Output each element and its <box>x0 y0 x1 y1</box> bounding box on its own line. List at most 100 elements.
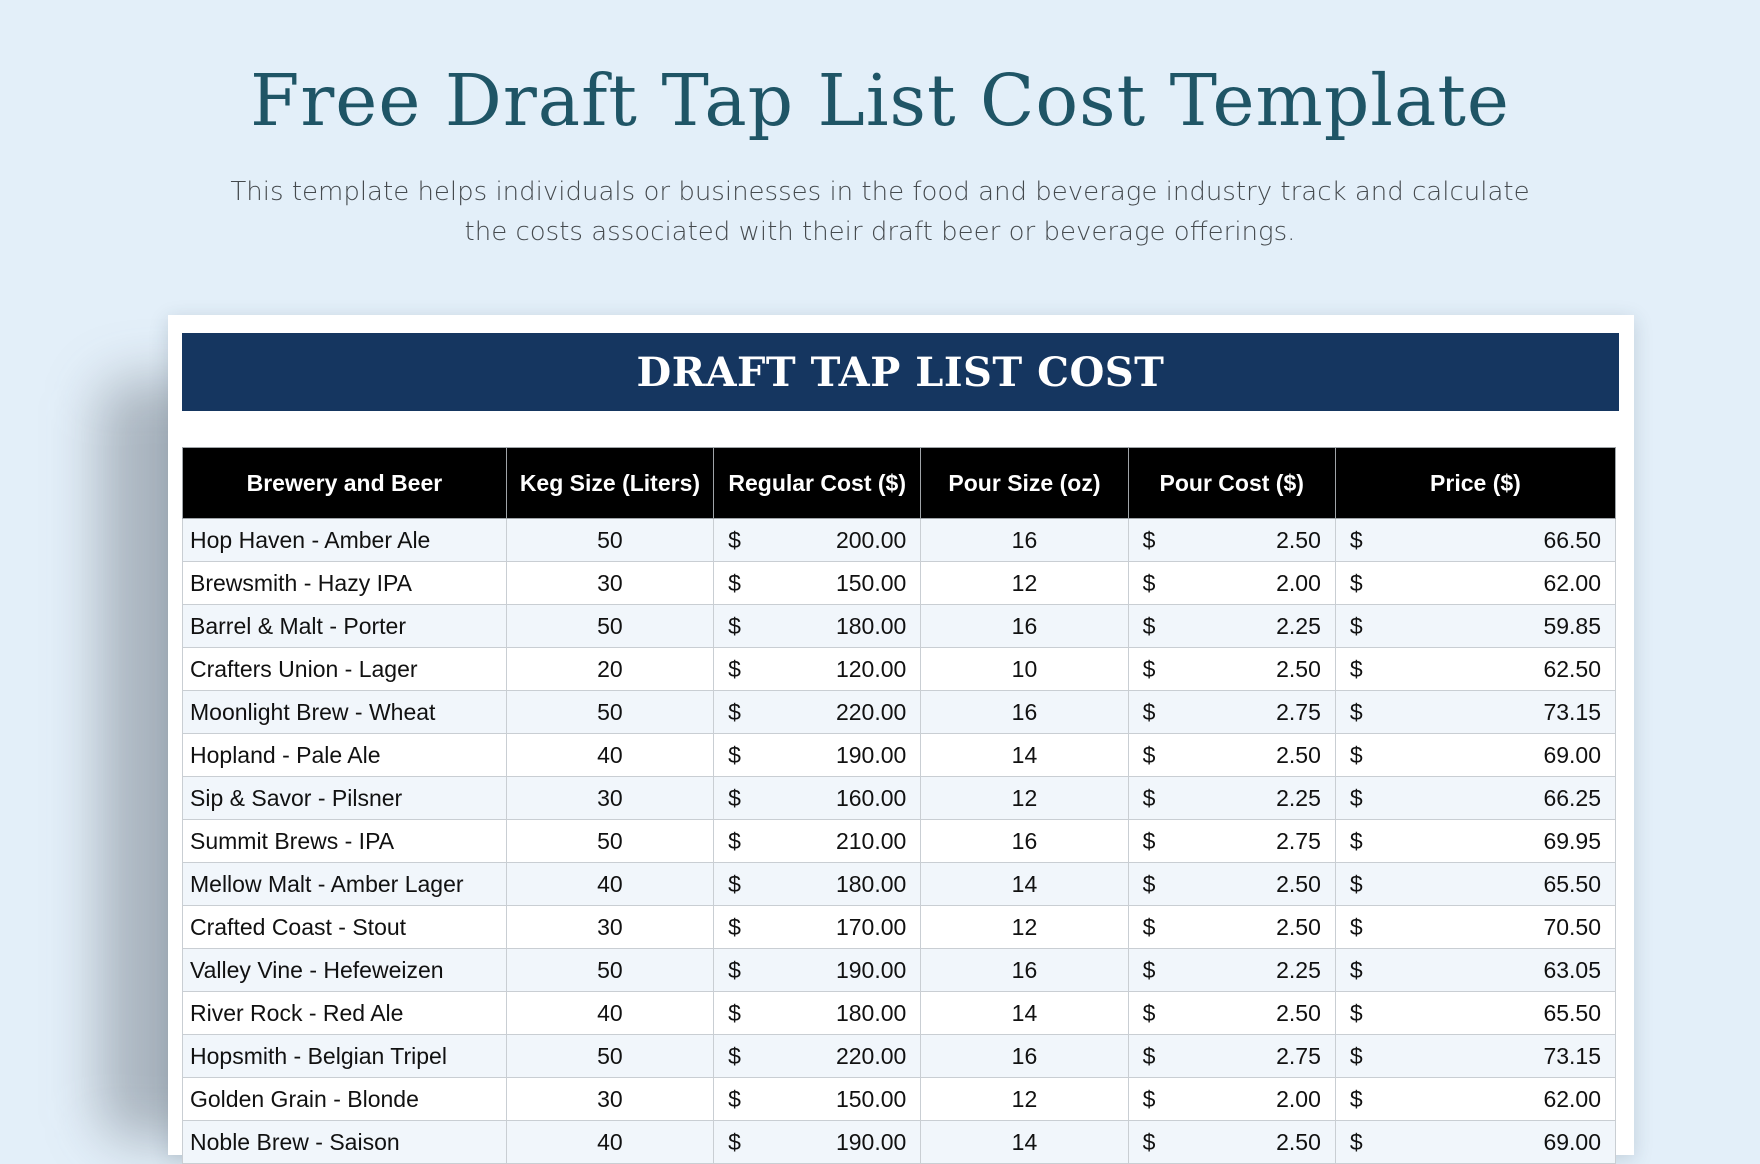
cell-pour-cost[interactable]: $2.50 <box>1127 733 1336 777</box>
cell-keg-size[interactable]: 30 <box>505 905 715 949</box>
cell-brewery-beer[interactable]: Hopsmith - Belgian Tripel <box>182 1034 507 1078</box>
cell-pour-size[interactable]: 14 <box>920 733 1129 777</box>
cell-pour-cost[interactable]: $2.75 <box>1127 690 1336 734</box>
cell-pour-cost[interactable]: $2.50 <box>1127 991 1336 1035</box>
cell-brewery-beer[interactable]: Sip & Savor - Pilsner <box>182 776 507 820</box>
cell-regular-cost[interactable]: $210.00 <box>713 819 922 863</box>
cell-brewery-beer[interactable]: Golden Grain - Blonde <box>182 1077 507 1121</box>
cell-price[interactable]: $69.00 <box>1334 733 1617 777</box>
cell-price[interactable]: $66.50 <box>1334 518 1617 562</box>
cell-pour-cost[interactable]: $2.25 <box>1127 948 1336 992</box>
cell-pour-size[interactable]: 16 <box>920 690 1129 734</box>
cell-pour-size[interactable]: 16 <box>920 819 1129 863</box>
cell-keg-size[interactable]: 50 <box>505 518 715 562</box>
cell-price[interactable]: $69.00 <box>1334 1120 1617 1164</box>
cell-price[interactable]: $73.15 <box>1334 1034 1617 1078</box>
cell-regular-cost[interactable]: $190.00 <box>713 733 922 777</box>
cell-price[interactable]: $69.95 <box>1334 819 1617 863</box>
cell-brewery-beer[interactable]: Hopland - Pale Ale <box>182 733 507 777</box>
cell-brewery-beer[interactable]: Moonlight Brew - Wheat <box>182 690 507 734</box>
cell-regular-cost[interactable]: $150.00 <box>713 1077 922 1121</box>
cell-price[interactable]: $63.05 <box>1334 948 1617 992</box>
cell-price[interactable]: $65.50 <box>1334 862 1617 906</box>
cell-regular-cost[interactable]: $170.00 <box>713 905 922 949</box>
cell-pour-size[interactable]: 14 <box>920 991 1129 1035</box>
cell-keg-size[interactable]: 30 <box>505 776 715 820</box>
cell-pour-cost[interactable]: $2.75 <box>1127 1034 1336 1078</box>
cell-brewery-beer[interactable]: Hop Haven - Amber Ale <box>182 518 507 562</box>
cell-pour-cost[interactable]: $2.50 <box>1127 518 1336 562</box>
column-header-pour-size[interactable]: Pour Size (oz) <box>920 447 1129 519</box>
cell-keg-size[interactable]: 40 <box>505 862 715 906</box>
cell-price[interactable]: $70.50 <box>1334 905 1617 949</box>
cell-price[interactable]: $66.25 <box>1334 776 1617 820</box>
cell-pour-size[interactable]: 12 <box>920 776 1129 820</box>
cell-regular-cost[interactable]: $180.00 <box>713 991 922 1035</box>
column-header-keg-size[interactable]: Keg Size (Liters) <box>505 447 715 519</box>
cell-keg-size[interactable]: 40 <box>505 733 715 777</box>
cell-brewery-beer[interactable]: Barrel & Malt - Porter <box>182 604 507 648</box>
cell-regular-cost[interactable]: $180.00 <box>713 604 922 648</box>
cell-regular-cost[interactable]: $190.00 <box>713 948 922 992</box>
cell-price[interactable]: $62.50 <box>1334 647 1617 691</box>
cell-brewery-beer[interactable]: Noble Brew - Saison <box>182 1120 507 1164</box>
cell-pour-cost[interactable]: $2.50 <box>1127 1120 1336 1164</box>
cell-pour-size[interactable]: 16 <box>920 948 1129 992</box>
cell-pour-size[interactable]: 12 <box>920 561 1129 605</box>
cell-brewery-beer[interactable]: Brewsmith - Hazy IPA <box>182 561 507 605</box>
cell-keg-size[interactable]: 50 <box>505 948 715 992</box>
cell-pour-size[interactable]: 12 <box>920 1077 1129 1121</box>
cell-brewery-beer[interactable]: Summit Brews - IPA <box>182 819 507 863</box>
cell-regular-cost[interactable]: $160.00 <box>713 776 922 820</box>
currency-symbol: $ <box>728 526 741 553</box>
cell-keg-size[interactable]: 30 <box>505 1077 715 1121</box>
cell-brewery-beer[interactable]: Valley Vine - Hefeweizen <box>182 948 507 992</box>
cell-brewery-beer[interactable]: Crafted Coast - Stout <box>182 905 507 949</box>
cell-pour-cost-value: 2.75 <box>1276 827 1321 854</box>
column-header-price[interactable]: Price ($) <box>1334 447 1617 519</box>
cell-pour-cost[interactable]: $2.50 <box>1127 647 1336 691</box>
cell-keg-size[interactable]: 20 <box>505 647 715 691</box>
cell-pour-cost[interactable]: $2.50 <box>1127 905 1336 949</box>
cell-regular-cost[interactable]: $180.00 <box>713 862 922 906</box>
cell-regular-cost[interactable]: $220.00 <box>713 1034 922 1078</box>
cell-regular-cost[interactable]: $220.00 <box>713 690 922 734</box>
cell-price[interactable]: $62.00 <box>1334 561 1617 605</box>
column-header-brewery-beer[interactable]: Brewery and Beer <box>182 447 507 519</box>
cell-price-value: 63.05 <box>1543 956 1601 983</box>
cell-keg-size[interactable]: 40 <box>505 991 715 1035</box>
cell-regular-cost[interactable]: $190.00 <box>713 1120 922 1164</box>
cell-brewery-beer[interactable]: River Rock - Red Ale <box>182 991 507 1035</box>
cell-regular-cost[interactable]: $200.00 <box>713 518 922 562</box>
cell-price[interactable]: $65.50 <box>1334 991 1617 1035</box>
cell-pour-size[interactable]: 12 <box>920 905 1129 949</box>
cell-pour-size[interactable]: 14 <box>920 1120 1129 1164</box>
cell-pour-cost[interactable]: $2.25 <box>1127 776 1336 820</box>
cell-pour-size[interactable]: 16 <box>920 518 1129 562</box>
cell-keg-size[interactable]: 50 <box>505 604 715 648</box>
cell-pour-cost[interactable]: $2.25 <box>1127 604 1336 648</box>
column-header-pour-cost[interactable]: Pour Cost ($) <box>1127 447 1336 519</box>
currency-symbol: $ <box>1142 526 1156 553</box>
cell-keg-size[interactable]: 50 <box>505 819 715 863</box>
cell-keg-size[interactable]: 50 <box>505 690 715 734</box>
cell-brewery-beer[interactable]: Mellow Malt - Amber Lager <box>182 862 507 906</box>
cell-brewery-beer[interactable]: Crafters Union - Lager <box>182 647 507 691</box>
cell-pour-cost[interactable]: $2.00 <box>1127 1077 1336 1121</box>
cell-pour-cost[interactable]: $2.00 <box>1127 561 1336 605</box>
cell-regular-cost[interactable]: $150.00 <box>713 561 922 605</box>
cell-price[interactable]: $73.15 <box>1334 690 1617 734</box>
cell-pour-cost[interactable]: $2.75 <box>1127 819 1336 863</box>
cell-pour-size[interactable]: 14 <box>920 862 1129 906</box>
cell-pour-size[interactable]: 16 <box>920 604 1129 648</box>
cell-keg-size[interactable]: 50 <box>505 1034 715 1078</box>
cell-pour-cost[interactable]: $2.50 <box>1127 862 1336 906</box>
column-header-regular-cost[interactable]: Regular Cost ($) <box>713 447 922 519</box>
cell-regular-cost[interactable]: $120.00 <box>713 647 922 691</box>
cell-price[interactable]: $62.00 <box>1334 1077 1617 1121</box>
cell-pour-size[interactable]: 10 <box>920 647 1129 691</box>
cell-keg-size[interactable]: 40 <box>505 1120 715 1164</box>
cell-keg-size[interactable]: 30 <box>505 561 715 605</box>
cell-price[interactable]: $59.85 <box>1334 604 1617 648</box>
cell-pour-size[interactable]: 16 <box>920 1034 1129 1078</box>
